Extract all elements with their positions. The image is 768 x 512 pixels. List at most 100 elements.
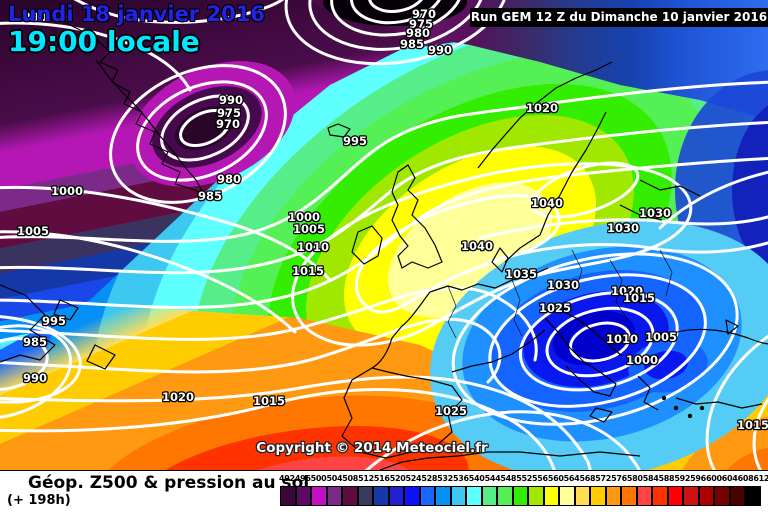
pressure-label: 980 bbox=[217, 172, 241, 186]
time-label: 19:00 locale bbox=[8, 25, 200, 58]
legend-swatch bbox=[544, 487, 559, 505]
legend-swatch bbox=[451, 487, 466, 505]
pressure-label: 1030 bbox=[639, 206, 671, 220]
legend-value: 576 bbox=[611, 474, 627, 483]
legend-value: 612 bbox=[753, 474, 768, 483]
legend-value: 504 bbox=[326, 474, 343, 483]
legend-swatch bbox=[498, 487, 512, 505]
legend-value-row: 492 496 500 504 508 512 516 520 524 528 532 536 540 5… bbox=[279, 472, 768, 486]
weather-map: 990 970 975 980 985 990 990 975 970 980 985 1000 100… bbox=[0, 0, 768, 470]
pressure-label: 1040 bbox=[461, 239, 493, 253]
pressure-label: 1005 bbox=[645, 330, 677, 344]
legend-value: 572 bbox=[595, 474, 612, 483]
pressure-label: 1015 bbox=[623, 291, 655, 305]
legend-swatch bbox=[668, 487, 683, 505]
chart-title: Géop. Z500 & pression au sol bbox=[28, 473, 310, 493]
legend-swatch bbox=[420, 487, 435, 505]
pressure-label: 1025 bbox=[435, 404, 467, 418]
pressure-label: 990 bbox=[23, 371, 47, 385]
legend-value: 532 bbox=[437, 474, 453, 483]
legend-swatch bbox=[746, 487, 760, 505]
isobar-contours bbox=[0, 0, 768, 470]
legend-value: 584 bbox=[642, 474, 659, 483]
pressure-label: 1010 bbox=[297, 240, 329, 254]
legend-swatch bbox=[575, 487, 590, 505]
legend-swatch bbox=[296, 487, 311, 505]
pressure-label: 975 bbox=[217, 106, 241, 120]
legend-swatch bbox=[606, 487, 621, 505]
pressure-label: 990 bbox=[428, 43, 452, 57]
legend-value: 548 bbox=[500, 474, 517, 483]
pressure-label: 995 bbox=[42, 314, 66, 328]
legend-value: 600 bbox=[705, 474, 722, 483]
legend-swatch bbox=[482, 487, 497, 505]
pressure-label: 1000 bbox=[288, 210, 320, 224]
legend-swatch bbox=[312, 487, 326, 505]
pressure-label: 1030 bbox=[607, 221, 639, 235]
legend-value: 512 bbox=[358, 474, 374, 483]
bottom-info-bar: Géop. Z500 & pression au sol (+ 198h) 49… bbox=[0, 470, 768, 512]
legend-value: 536 bbox=[452, 474, 469, 483]
legend-value: 508 bbox=[342, 474, 359, 483]
legend-value: 560 bbox=[547, 474, 564, 483]
forecast-lead-time: (+ 198h) bbox=[7, 493, 71, 508]
model-run-banner: Run GEM 12 Z du Dimanche 10 janvier 2016 bbox=[470, 8, 768, 27]
pressure-label: 970 bbox=[216, 117, 240, 131]
pressure-label: 985 bbox=[23, 335, 47, 349]
pressure-label: 1015 bbox=[737, 418, 768, 432]
legend-swatch-row bbox=[280, 486, 761, 506]
pressure-label: 990 bbox=[219, 93, 243, 107]
legend-swatch bbox=[358, 487, 373, 505]
legend-value: 592 bbox=[674, 474, 691, 483]
legend-swatch bbox=[405, 487, 419, 505]
legend-swatch bbox=[327, 487, 342, 505]
copyright-text: Copyright © 2014 Meteociel.fr bbox=[256, 440, 488, 456]
legend-swatch bbox=[622, 487, 636, 505]
legend-swatch bbox=[653, 487, 667, 505]
legend-swatch bbox=[281, 487, 295, 505]
pressure-label: 1030 bbox=[547, 278, 579, 292]
legend-swatch bbox=[467, 487, 481, 505]
pressure-label: 1000 bbox=[51, 184, 83, 198]
legend-swatch bbox=[529, 487, 543, 505]
legend-value: 540 bbox=[468, 474, 485, 483]
pressure-label: 1000 bbox=[626, 353, 658, 367]
legend-swatch bbox=[730, 487, 745, 505]
pressure-label: 1040 bbox=[531, 196, 563, 210]
pressure-label: 975 bbox=[409, 17, 433, 31]
legend-swatch bbox=[374, 487, 388, 505]
pressure-label: 990 bbox=[23, 10, 47, 24]
legend-value: 604 bbox=[721, 474, 738, 483]
legend-value: 516 bbox=[373, 474, 390, 483]
pressure-label: 1005 bbox=[17, 224, 49, 238]
legend-value: 524 bbox=[405, 474, 422, 483]
legend-swatch bbox=[684, 487, 698, 505]
legend-swatch bbox=[436, 487, 450, 505]
legend-value: 588 bbox=[658, 474, 675, 483]
legend-value: 520 bbox=[389, 474, 406, 483]
legend-swatch bbox=[591, 487, 605, 505]
legend-swatch bbox=[343, 487, 357, 505]
pressure-label: 985 bbox=[400, 37, 424, 51]
legend-value: 500 bbox=[310, 474, 327, 483]
legend-value: 528 bbox=[421, 474, 438, 483]
pressure-label: 970 bbox=[412, 7, 436, 21]
coastlines bbox=[0, 19, 768, 470]
pressure-label: 980 bbox=[406, 26, 430, 40]
legend-value: 496 bbox=[294, 474, 311, 483]
legend-swatch bbox=[715, 487, 729, 505]
pressure-label: 1015 bbox=[292, 264, 324, 278]
pressure-label: 1010 bbox=[606, 332, 638, 346]
legend-swatch bbox=[560, 487, 574, 505]
legend-value: 608 bbox=[737, 474, 754, 483]
pressure-label: 1005 bbox=[293, 222, 325, 236]
pressure-label: 1015 bbox=[253, 394, 285, 408]
legend-swatch bbox=[513, 487, 528, 505]
legend-value: 596 bbox=[690, 474, 706, 483]
legend-value: 564 bbox=[563, 474, 580, 483]
legend-value: 492 bbox=[279, 474, 295, 483]
pressure-label: 1020 bbox=[611, 284, 643, 298]
pressure-label: 985 bbox=[198, 189, 222, 203]
